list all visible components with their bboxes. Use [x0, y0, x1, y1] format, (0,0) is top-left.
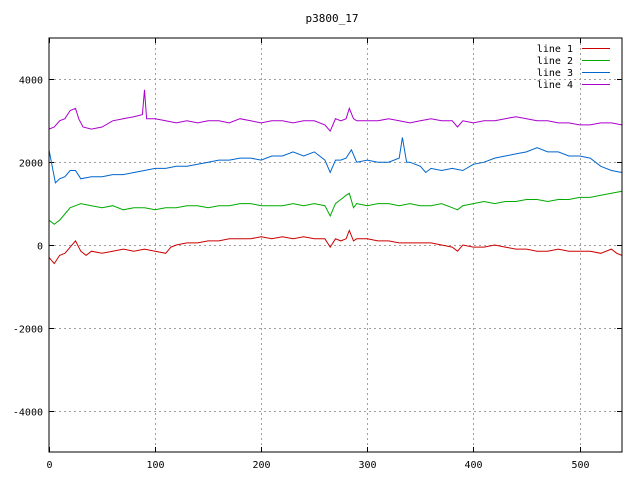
series-line-1 [48, 229, 623, 265]
x-tick-label: 100 [146, 460, 164, 471]
y-tick-label: 4000 [19, 76, 43, 87]
x-tick-label: 300 [358, 460, 376, 471]
legend-label: line 1 [537, 44, 573, 55]
y-tick-label: -2000 [13, 325, 43, 336]
legend-label: line 4 [537, 80, 573, 91]
y-tick-label: 2000 [19, 159, 43, 170]
y-tick-label: -4000 [13, 408, 43, 419]
series-line-3 [48, 137, 623, 184]
series-line-4 [48, 89, 623, 133]
legend-label: line 3 [537, 68, 573, 79]
grid [49, 38, 622, 452]
x-tick-label: 0 [46, 460, 52, 471]
chart-title: p3800_17 [306, 12, 359, 25]
x-tick-label: 200 [252, 460, 270, 471]
series-line-2 [48, 190, 623, 225]
axis-ticks: 0 100 200 300 400 500 -4000 -2000 0 2000 4000 [13, 38, 622, 471]
y-tick-label: 0 [37, 242, 43, 253]
x-tick-label: 400 [464, 460, 482, 471]
x-tick-label: 500 [571, 460, 589, 471]
legend-label: line 2 [537, 56, 573, 67]
series-group [48, 89, 623, 265]
plot-frame [48, 37, 623, 453]
